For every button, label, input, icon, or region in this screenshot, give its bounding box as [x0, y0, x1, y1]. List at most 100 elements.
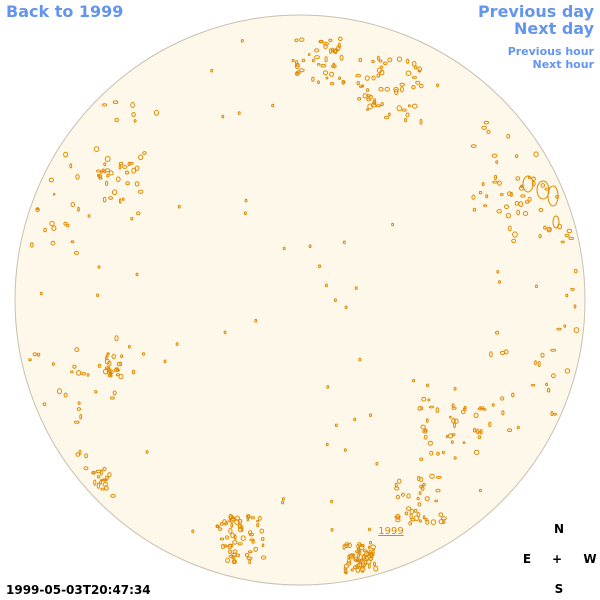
contour-mark	[112, 100, 119, 104]
contour-mark	[337, 36, 343, 41]
contour-mark	[221, 114, 225, 119]
contour-mark	[411, 76, 418, 79]
contour-mark	[344, 305, 348, 310]
contour-mark	[104, 156, 111, 162]
contour-mark	[137, 189, 144, 194]
back-to-year-link[interactable]: Back to 1999	[6, 2, 124, 21]
contour-mark	[36, 352, 41, 357]
contour-mark	[163, 359, 167, 364]
contour-mark	[400, 86, 404, 93]
contour-mark	[260, 537, 265, 541]
contour-mark	[322, 70, 329, 76]
contour-mark	[78, 449, 82, 456]
contour-mark	[471, 194, 476, 200]
contour-mark	[308, 244, 312, 248]
next-hour-link[interactable]: Next hour	[532, 58, 595, 71]
contour-mark	[485, 194, 489, 199]
contour-mark	[538, 207, 544, 213]
contour-mark	[546, 227, 551, 232]
contour-mark	[107, 472, 112, 478]
contour-mark	[230, 516, 235, 523]
contour-mark	[476, 428, 480, 435]
contour-mark	[371, 75, 376, 81]
contour-mark	[51, 225, 57, 231]
contour-mark	[564, 233, 570, 238]
contour-mark	[560, 240, 565, 244]
contour-mark	[332, 62, 336, 68]
contour-mark	[394, 88, 399, 96]
contour-mark	[258, 515, 262, 521]
contour-mark	[516, 425, 520, 430]
contour-mark	[145, 450, 149, 454]
contour-mark	[333, 298, 337, 303]
contour-mark	[397, 478, 402, 484]
contour-mark	[543, 225, 547, 230]
contour-mark	[50, 240, 56, 246]
contour-mark	[495, 330, 500, 335]
contour-mark	[512, 231, 518, 238]
contour-mark	[424, 496, 430, 502]
contour-mark	[35, 208, 40, 213]
contour-mark	[356, 562, 363, 568]
contour-mark	[358, 357, 362, 362]
contour-mark	[237, 111, 241, 115]
contour-mark	[96, 475, 101, 479]
contour-mark	[394, 482, 398, 488]
next-day-link[interactable]: Next day	[514, 19, 594, 38]
contour-mark	[350, 568, 354, 572]
contour-mark	[28, 358, 32, 362]
contour-mark	[324, 283, 328, 288]
contour-mark	[237, 542, 243, 546]
contour-mark	[425, 519, 430, 525]
contour-mark	[57, 388, 62, 395]
contour-mark	[77, 206, 80, 212]
contour-mark	[63, 392, 68, 398]
contour-mark	[373, 561, 376, 567]
contour-mark	[93, 146, 100, 153]
contour-mark	[417, 66, 423, 72]
year-label-link[interactable]: 1999	[378, 526, 403, 537]
contour-mark	[216, 525, 220, 528]
contour-mark	[128, 344, 131, 349]
previous-hour-link[interactable]: Previous hour	[507, 45, 594, 58]
contour-mark	[74, 420, 80, 424]
contour-mark	[500, 396, 505, 401]
previous-day-link[interactable]: Previous day	[477, 2, 594, 21]
contour-mark	[430, 519, 437, 525]
contour-mark	[367, 557, 374, 561]
contour-mark	[426, 383, 429, 388]
contour-mark	[235, 515, 240, 521]
contour-mark	[294, 63, 300, 70]
contour-mark	[368, 550, 372, 554]
contour-mark	[104, 366, 111, 370]
contour-mark	[250, 516, 256, 520]
contour-mark	[358, 545, 365, 551]
contour-mark	[488, 421, 492, 427]
contour-mark	[362, 93, 368, 99]
contour-mark	[224, 521, 229, 526]
contour-mark	[478, 190, 483, 195]
contour-mark	[105, 354, 109, 358]
contour-mark	[384, 86, 390, 92]
contour-mark	[244, 553, 250, 557]
contour-mark	[516, 209, 521, 216]
contour-mark	[244, 198, 248, 203]
compass-south-label: S	[554, 582, 564, 596]
contour-mark	[420, 406, 424, 411]
contour-mark	[507, 428, 513, 433]
contour-mark	[116, 176, 121, 183]
contour-mark	[354, 286, 358, 290]
contour-mark	[371, 548, 375, 552]
contour-mark	[240, 525, 244, 532]
contour-mark	[352, 565, 358, 570]
contour-mark	[478, 488, 482, 493]
contour-mark	[256, 523, 260, 528]
contour-mark	[125, 181, 130, 186]
contour-mark	[331, 64, 337, 69]
contour-mark	[573, 327, 580, 334]
contour-mark	[573, 268, 578, 274]
contour-mark	[248, 530, 253, 536]
contour-mark	[419, 83, 424, 89]
contour-mark	[131, 112, 136, 117]
